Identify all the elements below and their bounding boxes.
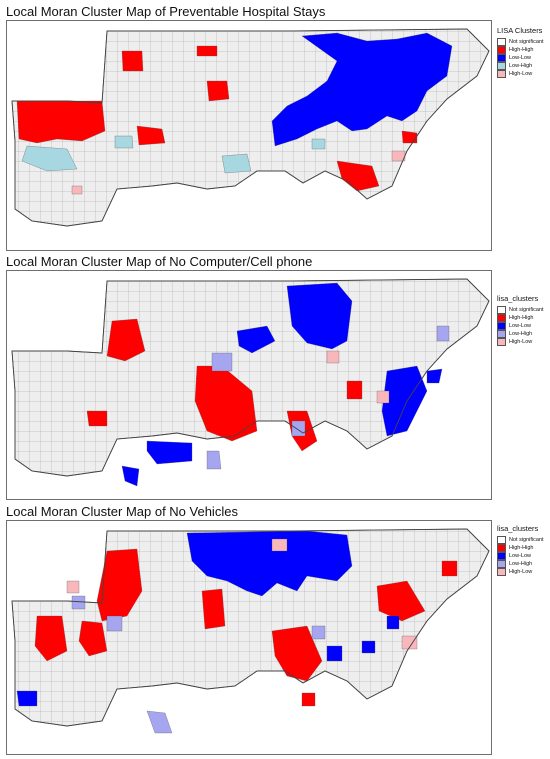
legend-label: High-High	[509, 545, 534, 551]
cluster-patches	[86, 282, 450, 487]
legend-swatch	[497, 54, 506, 62]
legend-label: Not significant	[509, 537, 544, 543]
map-frame	[6, 270, 492, 500]
legend-label: High-Low	[509, 339, 533, 345]
map-legend: lisa_clusters Not significant High-High …	[497, 524, 550, 576]
cluster-patches	[16, 530, 458, 734]
legend-swatch	[497, 314, 506, 322]
legend-title: lisa_clusters	[497, 524, 539, 533]
legend-label: High-High	[509, 47, 534, 53]
legend-swatch	[497, 568, 506, 576]
legend-swatch	[497, 62, 506, 70]
legend-item-not-significant: Not significant	[497, 536, 550, 544]
legend-label: Low-High	[509, 561, 533, 567]
legend-item-high-low: High-Low	[497, 70, 550, 78]
legend-item-high-high: High-High	[497, 544, 550, 552]
map-title: Local Moran Cluster Map of No Computer/C…	[6, 254, 313, 269]
map-legend: lisa_clusters Not significant High-High …	[497, 294, 550, 346]
legend-label: Not significant	[509, 307, 544, 313]
map-legend: LISA Clusters Not significant High-High …	[497, 26, 550, 78]
legend-swatch	[497, 560, 506, 568]
legend-swatch	[497, 338, 506, 346]
map-frame	[6, 20, 492, 251]
legend-item-low-low: Low-Low	[497, 552, 550, 560]
legend-item-not-significant: Not significant	[497, 38, 550, 46]
legend-item-low-high: Low-High	[497, 330, 550, 338]
legend-swatch	[497, 70, 506, 78]
legend-swatch	[497, 46, 506, 54]
legend-swatch	[497, 38, 506, 46]
map-title: Local Moran Cluster Map of Preventable H…	[6, 4, 326, 19]
legend-item-high-high: High-High	[497, 46, 550, 54]
legend-label: Low-Low	[509, 323, 532, 329]
legend-label: Low-Low	[509, 553, 532, 559]
cluster-map	[11, 28, 490, 227]
legend-item-low-high: Low-High	[497, 560, 550, 568]
legend-item-not-significant: Not significant	[497, 306, 550, 314]
legend-label: Low-Low	[509, 55, 532, 61]
legend-label: Low-High	[509, 63, 533, 69]
cluster-map	[11, 528, 490, 734]
legend-swatch	[497, 536, 506, 544]
map-title: Local Moran Cluster Map of No Vehicles	[6, 504, 238, 519]
panel-no-vehicles: Local Moran Cluster Map of No Vehicles	[3, 500, 546, 759]
legend-swatch	[497, 322, 506, 330]
legend-swatch	[497, 552, 506, 560]
legend-label: Low-High	[509, 331, 533, 337]
legend-item-high-low: High-Low	[497, 338, 550, 346]
legend-item-high-low: High-Low	[497, 568, 550, 576]
legend-swatch	[497, 330, 506, 338]
legend-item-low-high: Low-High	[497, 62, 550, 70]
legend-label: High-High	[509, 315, 534, 321]
legend-title: LISA Clusters	[497, 26, 543, 35]
legend-item-low-low: Low-Low	[497, 54, 550, 62]
panel-no-computer-cell-phone: Local Moran Cluster Map of No Computer/C…	[3, 252, 546, 500]
legend-label: High-Low	[509, 569, 533, 575]
cluster-patches	[16, 32, 453, 195]
panel-preventable-hospital-stays: Local Moran Cluster Map of Preventable H…	[3, 0, 546, 252]
legend-swatch	[497, 544, 506, 552]
legend-label: Not significant	[509, 39, 544, 45]
legend-item-low-low: Low-Low	[497, 322, 550, 330]
legend-label: High-Low	[509, 71, 533, 77]
legend-item-high-high: High-High	[497, 314, 550, 322]
map-frame	[6, 520, 492, 755]
legend-swatch	[497, 306, 506, 314]
legend-title: lisa_clusters	[497, 294, 539, 303]
cluster-map	[11, 278, 490, 487]
